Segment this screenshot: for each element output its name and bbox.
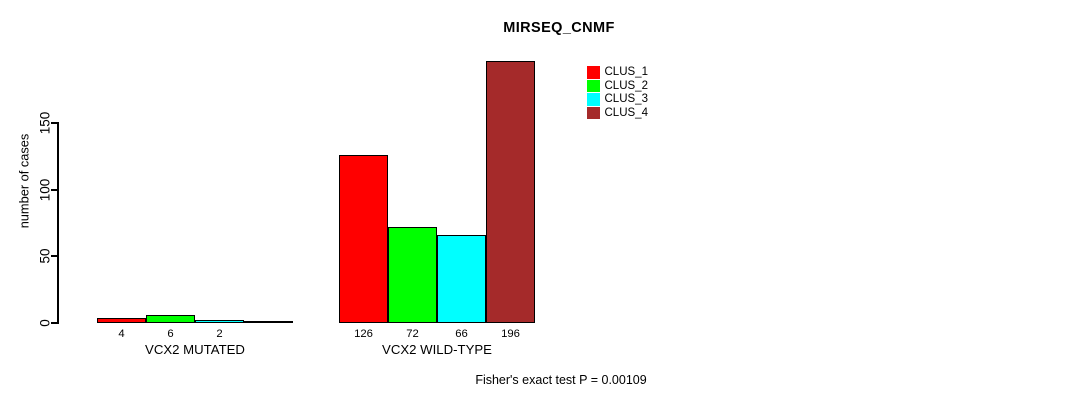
y-axis-tick xyxy=(51,188,58,191)
category-label: VCX2 MUTATED xyxy=(145,342,245,357)
legend-swatch xyxy=(587,79,600,92)
legend-swatch xyxy=(587,93,600,106)
fisher-test-note: Fisher's exact test P = 0.00109 xyxy=(475,373,647,387)
bar-value-label: 196 xyxy=(501,328,520,340)
bar-value-label: 126 xyxy=(354,328,373,340)
bar-value-label: 4 xyxy=(118,328,125,340)
bar-value-label: 6 xyxy=(167,328,174,340)
legend-item: CLUS_4 xyxy=(587,106,648,119)
y-axis-tick xyxy=(51,255,58,258)
y-axis-tick xyxy=(51,121,58,124)
bar-value-label: 2 xyxy=(216,328,223,340)
legend-swatch xyxy=(587,106,600,119)
y-axis-tick xyxy=(51,322,58,324)
bar-clus_4-group2 xyxy=(486,61,535,323)
y-axis-tick-label: 150 xyxy=(37,111,53,135)
legend-label: CLUS_1 xyxy=(604,66,648,78)
legend-label: CLUS_3 xyxy=(604,93,648,105)
bar-clus_2-group2 xyxy=(388,227,437,323)
bar-clus_3-group1 xyxy=(195,320,244,323)
y-axis-tick-label: 0 xyxy=(37,319,53,327)
chart-title: MIRSEQ_CNMF xyxy=(503,20,615,36)
y-axis-label: number of cases xyxy=(16,133,32,229)
legend-item: CLUS_3 xyxy=(587,93,648,106)
y-axis-tick-label: 100 xyxy=(37,178,53,201)
bar-clus_1-group2 xyxy=(339,155,388,323)
bar-value-label: 66 xyxy=(455,328,468,340)
bar-clus_3-group2 xyxy=(437,235,486,323)
legend-label: CLUS_4 xyxy=(604,106,648,119)
bar-value-label: 72 xyxy=(406,328,419,340)
legend: CLUS_1 CLUS_2 CLUS_3 CLUS_4 xyxy=(587,66,648,119)
y-axis-tick-label: 50 xyxy=(37,248,53,264)
legend-item: CLUS_2 xyxy=(587,79,648,92)
bar-clus_2-group1 xyxy=(146,315,195,323)
category-label: VCX2 WILD-TYPE xyxy=(382,342,492,357)
legend-swatch xyxy=(587,66,600,79)
bar-clus_4-group1 xyxy=(244,321,293,323)
y-axis xyxy=(57,122,59,324)
legend-item: CLUS_1 xyxy=(587,66,648,79)
bar-clus_1-group1 xyxy=(97,318,146,323)
legend-label: CLUS_2 xyxy=(604,79,648,92)
